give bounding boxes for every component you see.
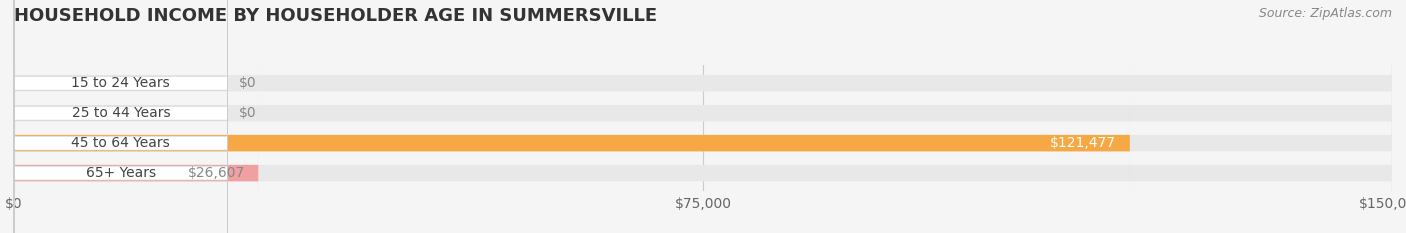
FancyBboxPatch shape (14, 0, 228, 233)
FancyBboxPatch shape (14, 0, 259, 233)
FancyBboxPatch shape (14, 0, 1392, 233)
FancyBboxPatch shape (14, 0, 228, 233)
FancyBboxPatch shape (14, 0, 1392, 233)
Text: $0: $0 (239, 106, 256, 120)
Text: 65+ Years: 65+ Years (86, 166, 156, 180)
FancyBboxPatch shape (14, 0, 1392, 233)
Text: 25 to 44 Years: 25 to 44 Years (72, 106, 170, 120)
FancyBboxPatch shape (14, 0, 228, 233)
FancyBboxPatch shape (14, 0, 1130, 233)
Text: HOUSEHOLD INCOME BY HOUSEHOLDER AGE IN SUMMERSVILLE: HOUSEHOLD INCOME BY HOUSEHOLDER AGE IN S… (14, 7, 657, 25)
Text: Source: ZipAtlas.com: Source: ZipAtlas.com (1258, 7, 1392, 20)
FancyBboxPatch shape (14, 0, 1392, 233)
Text: $26,607: $26,607 (187, 166, 245, 180)
Text: 15 to 24 Years: 15 to 24 Years (72, 76, 170, 90)
Text: $0: $0 (239, 76, 256, 90)
FancyBboxPatch shape (14, 0, 228, 233)
Text: $121,477: $121,477 (1050, 136, 1116, 150)
Text: 45 to 64 Years: 45 to 64 Years (72, 136, 170, 150)
